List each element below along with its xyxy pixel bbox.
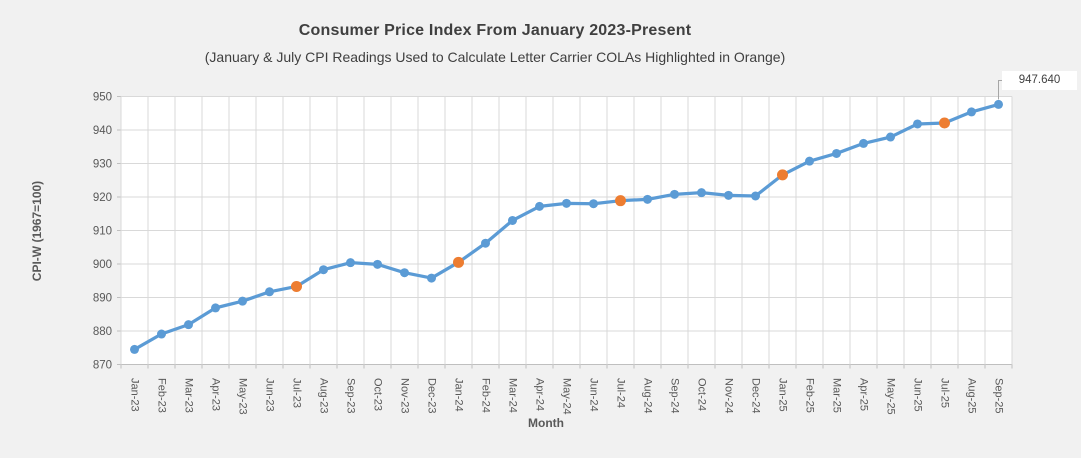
data-point (724, 190, 733, 200)
x-tick-label: May-24 (561, 378, 573, 415)
x-tick-label: Aug-24 (642, 378, 654, 413)
data-point (373, 259, 382, 269)
chart-title: Consumer Price Index From January 2023-P… (298, 22, 692, 39)
y-tick-label: 900 (93, 259, 112, 271)
x-tick-label: Apr-25 (858, 378, 870, 411)
y-tick-label: 940 (93, 125, 112, 137)
x-tick-label: Feb-25 (804, 378, 816, 413)
data-point (643, 194, 652, 204)
x-tick-label: Jul-23 (291, 378, 303, 408)
x-tick-label: Sep-25 (993, 378, 1005, 413)
x-tick-label: Oct-23 (372, 378, 384, 411)
data-point (265, 287, 274, 297)
data-point (832, 148, 841, 158)
data-point (859, 138, 868, 148)
x-tick-label: Dec-24 (750, 378, 762, 413)
x-tick-label: May-25 (885, 378, 897, 415)
data-point (751, 191, 760, 201)
data-label-leader-line (998, 80, 1002, 100)
y-tick-label: 880 (93, 326, 112, 338)
x-tick-label: May-23 (237, 378, 249, 415)
y-tick-label: 910 (93, 226, 112, 238)
x-tick-label: Feb-23 (156, 378, 168, 413)
x-tick-label: Mar-25 (831, 378, 843, 413)
data-point (535, 201, 544, 211)
x-tick-label: Mar-24 (507, 378, 519, 413)
highlighted-cola-data-point (939, 117, 950, 129)
x-tick-label: Feb-24 (480, 378, 492, 413)
x-tick-label: Jan-24 (453, 378, 465, 412)
data-point (400, 268, 409, 278)
highlighted-cola-data-point (615, 195, 626, 207)
x-tick-label: Jul-24 (615, 378, 627, 408)
y-tick-label: 920 (93, 192, 112, 204)
y-tick-label: 930 (93, 159, 112, 171)
x-tick-label: Jul-25 (939, 378, 951, 408)
chart-subtitle: (January & July CPI Readings Used to Cal… (204, 49, 786, 65)
x-tick-label: Apr-24 (534, 378, 546, 411)
data-point (184, 320, 193, 330)
data-point (589, 199, 598, 209)
data-point (508, 215, 517, 225)
data-point (346, 258, 355, 268)
data-point (211, 303, 220, 313)
y-tick-label: 890 (93, 293, 112, 305)
data-point (967, 107, 976, 117)
x-tick-label: Sep-23 (345, 378, 357, 413)
x-tick-label: Nov-24 (723, 378, 735, 413)
data-point (319, 265, 328, 275)
y-tick-label: 950 (93, 92, 112, 104)
highlighted-cola-data-point (291, 280, 302, 292)
data-point (238, 296, 247, 306)
y-tick-label: 870 (93, 360, 112, 372)
x-tick-label: Aug-23 (318, 378, 330, 413)
data-point (562, 198, 571, 208)
data-point (994, 99, 1003, 109)
data-point (670, 189, 679, 199)
x-tick-label: Nov-23 (399, 378, 411, 413)
x-tick-label: Jun-24 (588, 378, 600, 412)
x-tick-label: Oct-24 (696, 378, 708, 411)
data-point (913, 119, 922, 129)
data-point (427, 273, 436, 283)
x-axis-title: Month (528, 416, 564, 430)
highlighted-cola-data-point (777, 169, 788, 181)
data-point (157, 329, 166, 339)
x-tick-label: Jan-25 (777, 378, 789, 412)
x-tick-label: Jan-23 (129, 378, 141, 412)
x-tick-label: Aug-25 (966, 378, 978, 413)
last-point-data-label: 947.640 (1002, 71, 1077, 90)
x-tick-label: Dec-23 (426, 378, 438, 413)
data-point (481, 238, 490, 248)
data-point (805, 156, 814, 166)
x-tick-label: Jun-25 (912, 378, 924, 412)
x-tick-label: Sep-24 (669, 378, 681, 413)
data-point (697, 188, 706, 198)
x-tick-label: Apr-23 (210, 378, 222, 411)
x-tick-label: Jun-23 (264, 378, 276, 412)
data-point (130, 344, 139, 354)
y-axis-title: CPI-W (1967=100) (30, 180, 44, 282)
x-tick-label: Mar-23 (183, 378, 195, 413)
highlighted-cola-data-point (453, 256, 464, 268)
data-point (886, 132, 895, 142)
